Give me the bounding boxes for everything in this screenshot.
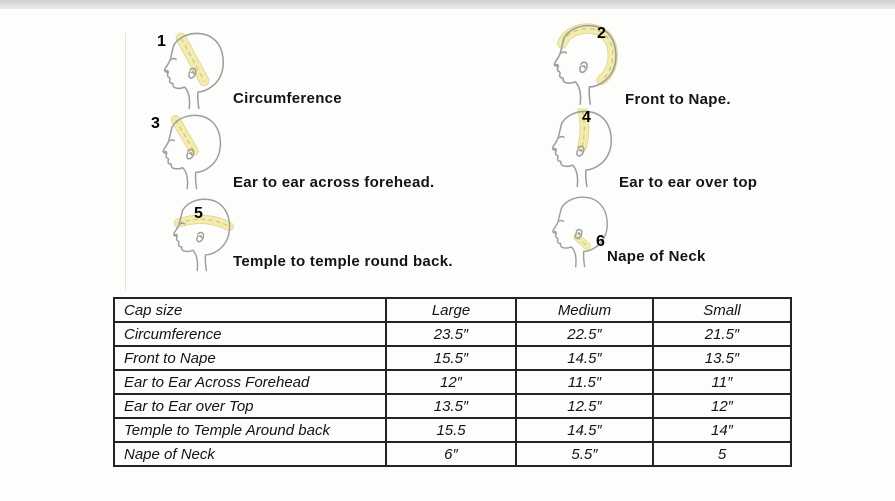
top-border-strip: [0, 0, 895, 9]
table-row-temple-to-temple: Temple to Temple Around back 15.5 14.5″ …: [113, 417, 792, 443]
head-diagram-ear-to-ear-over-top: [528, 108, 626, 190]
measure-number-6: 6: [596, 233, 605, 250]
measure-label-nape-of-neck: Nape of Neck: [607, 248, 706, 265]
value-small: 14″: [652, 417, 792, 443]
measure-number-3: 3: [151, 115, 160, 132]
measure-label-temple-to-temple: Temple to temple round back.: [233, 253, 453, 270]
cap-size-table: Cap size Large Medium Small Circumferenc…: [113, 297, 792, 467]
row-label: Temple to Temple Around back: [113, 417, 387, 443]
row-label: Ear to Ear Across Forehead: [113, 369, 387, 395]
head-sketch-icon: [163, 32, 225, 110]
measure-number-5: 5: [194, 205, 203, 222]
head-diagram-circumference: [142, 30, 236, 112]
head-diagram-temple-to-temple: [146, 196, 248, 274]
table-header-row: Cap size Large Medium Small: [113, 297, 792, 323]
header-small: Small: [652, 297, 792, 323]
header-cap-size: Cap size: [113, 297, 387, 323]
header-large: Large: [385, 297, 517, 323]
measure-label-circumference: Circumference: [233, 90, 342, 107]
table-row-ear-to-ear-over-top: Ear to Ear over Top 13.5″ 12.5″ 12″: [113, 393, 792, 419]
measure-number-2: 2: [597, 25, 606, 42]
measure-label-ear-to-ear-forehead: Ear to ear across forehead.: [233, 174, 435, 191]
table-row-circumference: Circumference 23.5″ 22.5″ 21.5″: [113, 321, 792, 347]
head-sketch-icon: [162, 114, 222, 190]
value-medium: 5.5″: [515, 441, 654, 467]
value-large: 15.5: [385, 417, 517, 443]
value-large: 12″: [385, 369, 517, 395]
value-small: 21.5″: [652, 321, 792, 347]
row-label: Nape of Neck: [113, 441, 387, 467]
row-label: Ear to Ear over Top: [113, 393, 387, 419]
head-sketch-icon: [553, 23, 618, 106]
value-small: 5: [652, 441, 792, 467]
value-large: 15.5″: [385, 345, 517, 371]
row-label: Circumference: [113, 321, 387, 347]
table-row-nape-of-neck: Nape of Neck 6″ 5.5″ 5: [113, 441, 792, 467]
measure-number-1: 1: [157, 33, 166, 50]
row-label: Front to Nape: [113, 345, 387, 371]
head-sketch-icon: [552, 196, 608, 268]
head-sketch-icon: [173, 198, 234, 272]
measure-label-ear-to-ear-over-top: Ear to ear over top: [619, 174, 758, 191]
head-sketch-icon: [551, 108, 613, 188]
diagram-panel-edge: [125, 33, 126, 290]
table-row-ear-to-ear-forehead: Ear to Ear Across Forehead 12″ 11.5″ 11″: [113, 369, 792, 395]
measure-number-4: 4: [582, 109, 591, 126]
value-medium: 14.5″: [515, 345, 654, 371]
header-medium: Medium: [515, 297, 654, 323]
table-row-front-to-nape: Front to Nape 15.5″ 14.5″ 13.5″: [113, 345, 792, 371]
value-small: 13.5″: [652, 345, 792, 371]
value-small: 11″: [652, 369, 792, 395]
value-medium: 12.5″: [515, 393, 654, 419]
value-small: 12″: [652, 393, 792, 419]
head-diagram-nape-of-neck: [528, 194, 623, 270]
value-large: 13.5″: [385, 393, 517, 419]
measure-label-front-to-nape: Front to Nape.: [625, 91, 731, 108]
head-diagram-front-to-nape: [531, 22, 629, 108]
value-medium: 11.5″: [515, 369, 654, 395]
head-diagram-ear-to-ear-forehead: [140, 112, 234, 192]
value-medium: 14.5″: [515, 417, 654, 443]
value-large: 6″: [385, 441, 517, 467]
value-large: 23.5″: [385, 321, 517, 347]
value-medium: 22.5″: [515, 321, 654, 347]
